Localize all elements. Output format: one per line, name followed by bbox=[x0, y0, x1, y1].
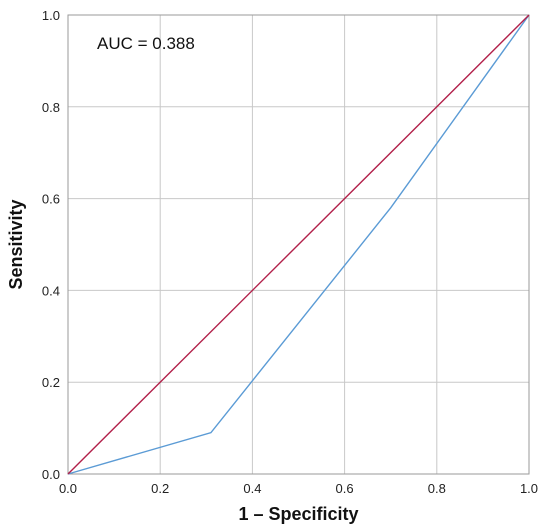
y-tick-label: 0.2 bbox=[42, 375, 60, 390]
y-tick-label: 0.6 bbox=[42, 192, 60, 207]
x-tick-label: 0.2 bbox=[151, 481, 169, 496]
x-tick-label: 0.0 bbox=[59, 481, 77, 496]
roc-curve-line bbox=[67, 14, 530, 475]
x-tick-label: 0.4 bbox=[243, 481, 261, 496]
y-tick-label: 1.0 bbox=[42, 8, 60, 23]
plot-frame bbox=[67, 14, 530, 475]
reference-diagonal-line bbox=[67, 14, 530, 475]
x-tick-label: 0.6 bbox=[336, 481, 354, 496]
auc-annotation: AUC = 0.388 bbox=[97, 34, 195, 53]
x-axis-title: 1 – Specificity bbox=[238, 504, 358, 524]
y-tick-label: 0.0 bbox=[42, 467, 60, 482]
series-group bbox=[67, 14, 530, 475]
y-tick-label: 0.4 bbox=[42, 283, 60, 298]
y-axis-title: Sensitivity bbox=[6, 199, 26, 289]
x-tick-labels: 0.0 0.2 0.4 0.6 0.8 1.0 bbox=[59, 481, 538, 496]
y-tick-label: 0.8 bbox=[42, 100, 60, 115]
x-tick-label: 0.8 bbox=[428, 481, 446, 496]
x-tick-label: 1.0 bbox=[520, 481, 538, 496]
y-tick-labels: 0.0 0.2 0.4 0.6 0.8 1.0 bbox=[42, 8, 60, 482]
